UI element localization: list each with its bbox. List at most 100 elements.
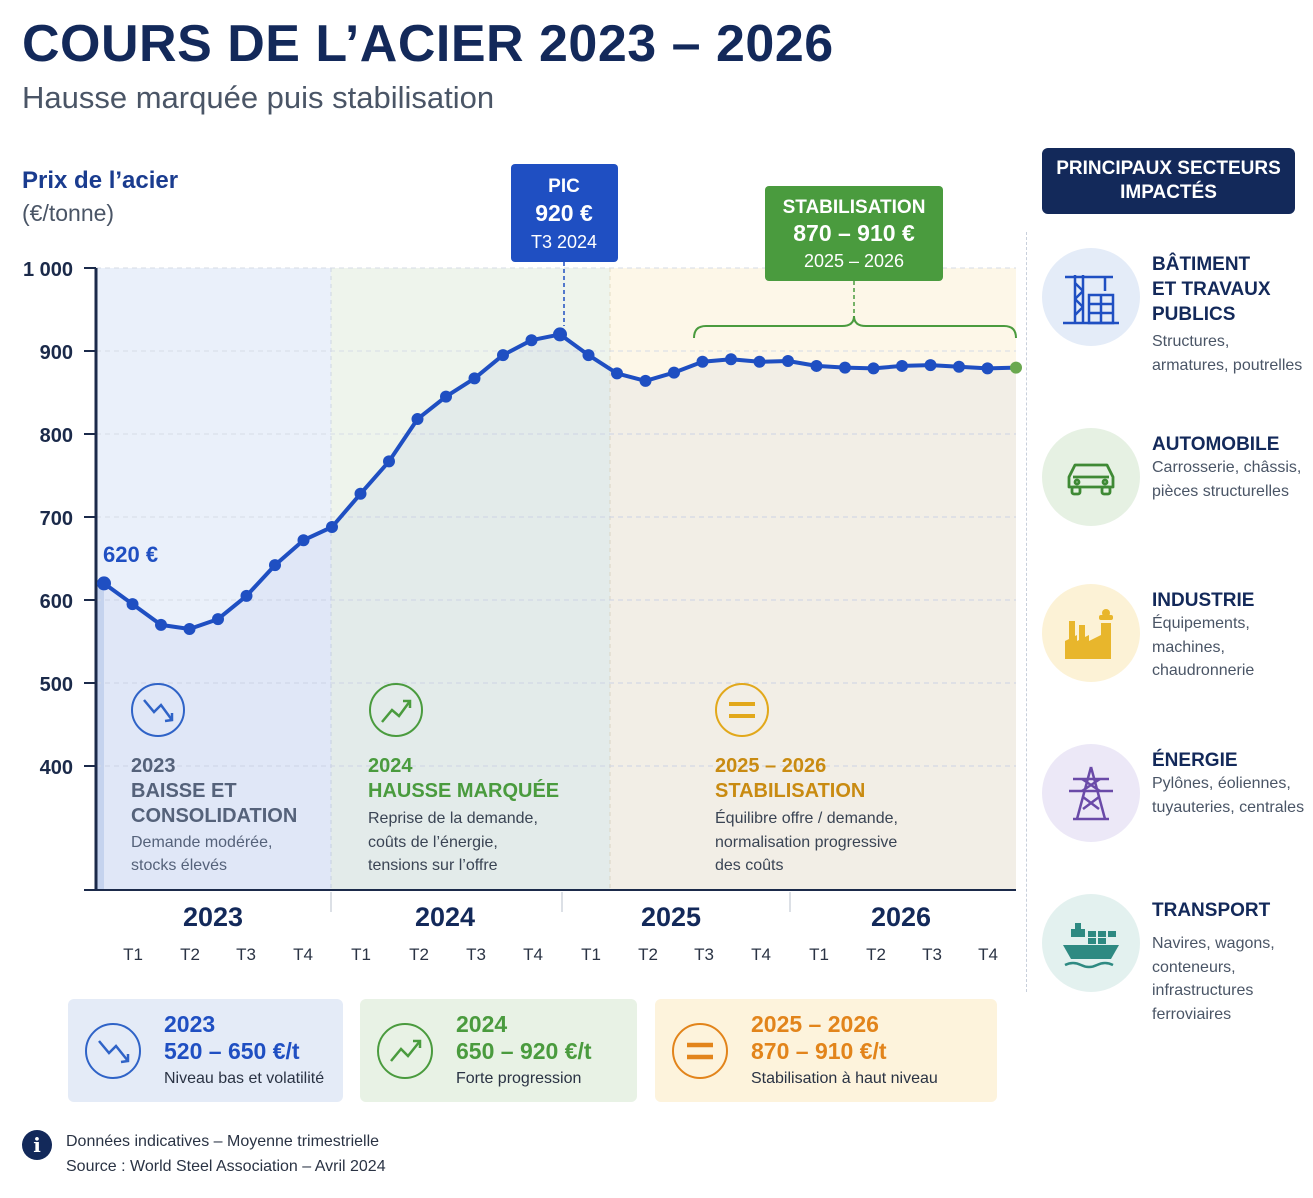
x-year-label: 2025 [641, 902, 701, 932]
x-quarter-label: T3 [236, 945, 256, 964]
trend-up-icon [377, 1023, 433, 1079]
trend-down-arrow [143, 699, 174, 721]
sector-construction: BÂTIMENT ET TRAVAUX PUBLICS Structures, … [1042, 248, 1312, 388]
x-year-label: 2026 [871, 902, 931, 932]
equals-icon [715, 683, 769, 737]
phase-2025-desc-1: Équilibre offre / demande, [715, 808, 898, 827]
trend-down-icon [131, 683, 185, 737]
footnote-source: Source : World Steel Association – Avril… [66, 1158, 386, 1175]
phase-2023-title-2: CONSOLIDATION [131, 805, 297, 827]
footnote-data-note: Données indicatives – Moyenne trimestrie… [66, 1133, 380, 1150]
phase-2024-desc-3: tensions sur l’offre [368, 857, 498, 874]
kpi-2025-desc: Stabilisation à haut niveau [751, 1070, 938, 1087]
sectors-panel: PRINCIPAUX SECTEURS IMPACTÉS BÂTIMENT ET… [1026, 148, 1313, 1023]
zone-left-accent [96, 580, 104, 890]
x-quarter-label: T2 [866, 945, 886, 964]
sector-energy-desc: Pylônes, éoliennes, tuyauteries, central… [1152, 775, 1305, 816]
stabilisation-callout-range: 870 – 910 € [793, 220, 915, 246]
phase-2024: 2024 HAUSSE MARQUÉE Reprise de la demand… [368, 683, 559, 874]
data-point [326, 520, 338, 533]
stabilisation-callout [765, 186, 943, 281]
data-point [981, 362, 994, 375]
kpi-2025-year: 2025 – 2026 [751, 1011, 879, 1037]
phase-2023: 2023 BAISSE ET CONSOLIDATION Demande mod… [131, 683, 297, 874]
trend-down-icon [85, 1023, 141, 1079]
data-point [953, 360, 965, 373]
data-point [668, 366, 680, 379]
peak-callout [511, 164, 618, 262]
y-tick-label: 600 [40, 591, 73, 613]
data-point [553, 327, 567, 342]
x-quarter-label: T3 [466, 945, 486, 964]
data-point [582, 349, 595, 362]
y-tick-label: 800 [40, 425, 73, 447]
data-point [212, 613, 224, 626]
cargo-ship-icon [1042, 894, 1140, 992]
trend-up-icon [369, 683, 423, 737]
footnote: i Données indicatives – Moyenne trimestr… [22, 1130, 542, 1186]
x-year-label: 2024 [415, 902, 475, 932]
sector-transport: TRANSPORT Navires, wagons, conteneurs, i… [1042, 894, 1312, 1024]
stabilisation-callout-period: 2025 – 2026 [804, 251, 904, 271]
phase-2024-year: 2024 [368, 755, 413, 777]
data-point [183, 623, 196, 636]
equals-icon [672, 1023, 728, 1079]
data-point [468, 372, 481, 385]
sector-industry-desc: Équipements, machines, chaudronnerie [1152, 615, 1255, 679]
data-point [782, 354, 794, 367]
page-title: COURS DE L’ACIER 2023 – 2026 [22, 15, 834, 73]
kpi-card-2023: 2023 520 – 650 €/t Niveau bas et volatil… [68, 999, 343, 1102]
data-point [240, 589, 253, 602]
x-quarter-label: T3 [694, 945, 714, 964]
kpi-2023-desc: Niveau bas et volatilité [164, 1070, 325, 1087]
sector-construction-desc: Structures, armatures, poutrelles [1152, 333, 1303, 374]
kpi-2024-range: 650 – 920 €/t [456, 1038, 592, 1064]
sector-energy-title: ÉNERGIE [1152, 750, 1238, 771]
page-subtitle: Hausse marquée puis stabilisation [22, 80, 495, 115]
phase-2024-title: HAUSSE MARQUÉE [368, 779, 559, 802]
kpi-card-2025-2026: 2025 – 2026 870 – 910 €/t Stabilisation … [655, 999, 997, 1102]
x-quarter-label: T1 [809, 945, 829, 964]
peak-callout-period: T3 2024 [531, 232, 597, 252]
data-point [611, 367, 623, 380]
data-point [297, 534, 310, 547]
price-area [104, 334, 1016, 890]
kpi-card-2024: 2024 650 – 920 €/t Forte progression [360, 999, 637, 1102]
data-point [269, 559, 281, 572]
sector-construction-title: BÂTIMENT ET TRAVAUX PUBLICS [1152, 254, 1271, 325]
phase-2025-desc-3: des coûts [715, 857, 783, 874]
kpi-2025-range: 870 – 910 €/t [751, 1038, 887, 1064]
kpi-2023-range: 520 – 650 €/t [164, 1038, 300, 1064]
data-point [725, 353, 737, 366]
kpi-2023-year: 2023 [164, 1011, 216, 1037]
crane-building-icon [1042, 248, 1140, 346]
phase-2023-desc-2: stocks élevés [131, 857, 227, 874]
data-point [97, 576, 111, 591]
start-value-label: 620 € [103, 542, 158, 567]
y-tick-label: 700 [40, 508, 73, 530]
trend-up-arrow [381, 700, 412, 723]
data-point [354, 487, 367, 500]
y-tick-label: 500 [40, 674, 73, 696]
data-point-last [1010, 361, 1022, 374]
data-point [810, 359, 823, 372]
zone-2024 [331, 268, 610, 890]
car-icon [1042, 428, 1140, 526]
sectors-header: PRINCIPAUX SECTEURS IMPACTÉS [1042, 148, 1295, 214]
phase-2023-title-1: BAISSE ET [131, 780, 237, 802]
stabilisation-bracket [693, 315, 1017, 339]
x-quarter-label: T1 [123, 945, 143, 964]
sector-industry: INDUSTRIE Équipements, machines, chaudro… [1042, 584, 1312, 704]
data-point [155, 618, 167, 631]
phase-2023-year: 2023 [131, 755, 176, 777]
data-point [639, 374, 652, 387]
x-year-label: 2023 [183, 902, 243, 932]
kpi-2024-year: 2024 [456, 1011, 508, 1037]
sector-transport-desc: Navires, wagons, conteneurs, infrastruct… [1152, 935, 1275, 1023]
data-point [440, 390, 452, 403]
sector-energy: ÉNERGIE Pylônes, éoliennes, tuyauteries,… [1042, 744, 1312, 864]
pylon-icon [1042, 744, 1140, 842]
x-quarter-label: T2 [180, 945, 200, 964]
data-point [753, 355, 766, 368]
phase-2023-desc-1: Demande modérée, [131, 834, 272, 851]
